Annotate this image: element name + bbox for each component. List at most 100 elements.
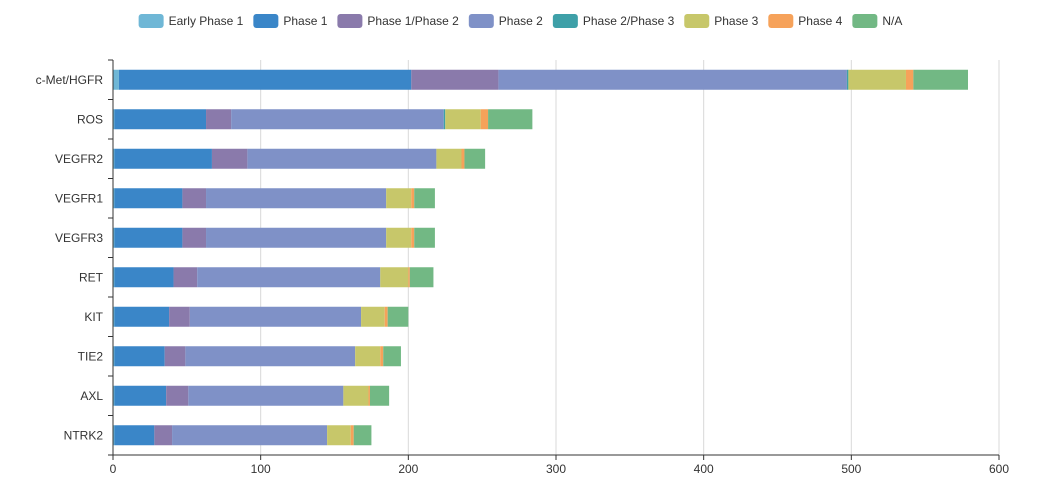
bar-ret-early-phase-1: [113, 267, 115, 288]
bar-ret-phase-2: [197, 267, 381, 288]
bar-vegfr2-phase-1-phase-2: [211, 148, 248, 169]
bar-ntrk2-n-a: [353, 425, 372, 446]
bar-tie2-phase-1-phase-2: [164, 346, 186, 367]
bar-ntrk2-phase-2: [172, 425, 328, 446]
bar-vegfr1-n-a: [414, 188, 435, 209]
bar-ret-n-a: [409, 267, 434, 288]
bar-vegfr1-phase-3: [386, 188, 412, 209]
bar-ros-phase-3: [445, 109, 481, 130]
category-label: TIE2: [78, 349, 104, 363]
category-label: RET: [79, 270, 104, 284]
bar-vegfr2-n-a: [464, 148, 486, 169]
bar-kit-phase-1-phase-2: [169, 306, 190, 327]
bar-ntrk2-phase-3: [327, 425, 351, 446]
bar-c-met-hgfr-phase-1-phase-2: [411, 69, 499, 90]
bar-kit-early-phase-1: [113, 306, 115, 327]
bar-kit-phase-4: [384, 306, 388, 327]
category-label: VEGFR2: [55, 152, 103, 166]
bar-ret-phase-1: [114, 267, 174, 288]
legend-item[interactable]: N/A: [852, 14, 902, 28]
bar-vegfr2-phase-4: [461, 148, 465, 169]
legend-label: Phase 1/Phase 2: [367, 14, 459, 28]
bar-kit-phase-2: [189, 306, 362, 327]
legend-item[interactable]: Phase 3: [684, 14, 759, 28]
bar-vegfr2-phase-1: [114, 148, 212, 169]
bar-ret-phase-4: [408, 267, 410, 288]
legend-swatch: [337, 14, 363, 28]
bar-axl-phase-2: [188, 385, 344, 406]
legend-item[interactable]: Early Phase 1: [138, 14, 244, 28]
legend: Early Phase 1 Phase 1 Phase 1/Phase 2 Phase…: [138, 14, 902, 28]
bar-ros-phase-2-phase-3: [443, 109, 446, 130]
bar-tie2-phase-4: [380, 346, 384, 367]
category-label: NTRK2: [64, 428, 104, 442]
bar-vegfr2-early-phase-1: [113, 148, 115, 169]
bar-c-met-hgfr-n-a: [913, 69, 968, 90]
legend-label: Phase 4: [798, 14, 842, 28]
category-label: c-Met/HGFR: [36, 73, 104, 87]
x-tick-label: 600: [989, 462, 1009, 476]
legend-item[interactable]: Phase 2/Phase 3: [552, 14, 675, 28]
x-tick-label: 400: [694, 462, 714, 476]
bar-vegfr3-phase-2: [206, 227, 387, 248]
bar-vegfr3-phase-3: [386, 227, 412, 248]
bar-tie2-early-phase-1: [113, 346, 115, 367]
bar-vegfr3-n-a: [414, 227, 435, 248]
category-label: VEGFR3: [55, 231, 103, 245]
bar-c-met-hgfr-phase-3: [848, 69, 906, 90]
category-label: VEGFR1: [55, 191, 103, 205]
bar-ros-phase-4: [480, 109, 489, 130]
bar-kit-n-a: [387, 306, 409, 327]
x-tick-label: 500: [841, 462, 861, 476]
bar-vegfr1-phase-1-phase-2: [182, 188, 207, 209]
bar-ros-early-phase-1: [113, 109, 115, 130]
bar-ntrk2-phase-4: [350, 425, 354, 446]
bar-axl-phase-4: [368, 385, 370, 406]
legend-label: Phase 1: [283, 14, 327, 28]
legend-swatch: [253, 14, 279, 28]
bar-vegfr3-phase-1: [114, 227, 183, 248]
bar-axl-phase-1: [114, 385, 167, 406]
bar-axl-phase-1-phase-2: [166, 385, 189, 406]
bar-ros-phase-1-phase-2: [206, 109, 232, 130]
legend-item[interactable]: Phase 1: [253, 14, 328, 28]
bar-ntrk2-phase-1: [114, 425, 155, 446]
legend-swatch: [768, 14, 794, 28]
bar-tie2-phase-3: [355, 346, 381, 367]
legend-label: Phase 3: [714, 14, 758, 28]
bar-ros-phase-2: [231, 109, 444, 130]
bar-ret-phase-1-phase-2: [173, 267, 198, 288]
bar-tie2-phase-1: [114, 346, 165, 367]
category-label: KIT: [84, 310, 103, 324]
legend-swatch: [852, 14, 878, 28]
bar-vegfr3-phase-4: [411, 227, 415, 248]
legend-swatch: [684, 14, 710, 28]
bar-vegfr3-early-phase-1: [113, 227, 115, 248]
bar-tie2-phase-2: [185, 346, 356, 367]
category-label: ROS: [77, 112, 103, 126]
x-tick-label: 100: [251, 462, 271, 476]
bar-vegfr2-phase-3: [436, 148, 462, 169]
legend-item[interactable]: Phase 2: [468, 14, 543, 28]
bar-ret-phase-3: [380, 267, 409, 288]
bar-ros-phase-1: [114, 109, 207, 130]
y-axis: c-Met/HGFR ROS VEGFR2 VEGFR1 VEGFR3 RET KIT TIE…: [36, 59, 114, 456]
bar-vegfr2-phase-2: [247, 148, 437, 169]
legend-item[interactable]: Phase 4: [768, 14, 843, 28]
bar-c-met-hgfr-phase-4: [905, 69, 914, 90]
legend-label: N/A: [882, 14, 902, 28]
legend-label: Phase 2/Phase 3: [583, 14, 675, 28]
bar-c-met-hgfr-phase-2-phase-3: [846, 69, 849, 90]
bar-axl-early-phase-1: [113, 385, 115, 406]
legend-swatch: [552, 14, 578, 28]
x-tick-label: 0: [110, 462, 117, 476]
bar-axl-phase-3: [343, 385, 369, 406]
bars: [113, 69, 968, 446]
legend-label: Phase 2: [499, 14, 543, 28]
bar-axl-n-a: [369, 385, 390, 406]
legend-item[interactable]: Phase 1/Phase 2: [337, 14, 459, 28]
bar-vegfr1-phase-1: [114, 188, 183, 209]
bar-c-met-hgfr-phase-2: [498, 69, 847, 90]
x-tick-label: 300: [546, 462, 566, 476]
